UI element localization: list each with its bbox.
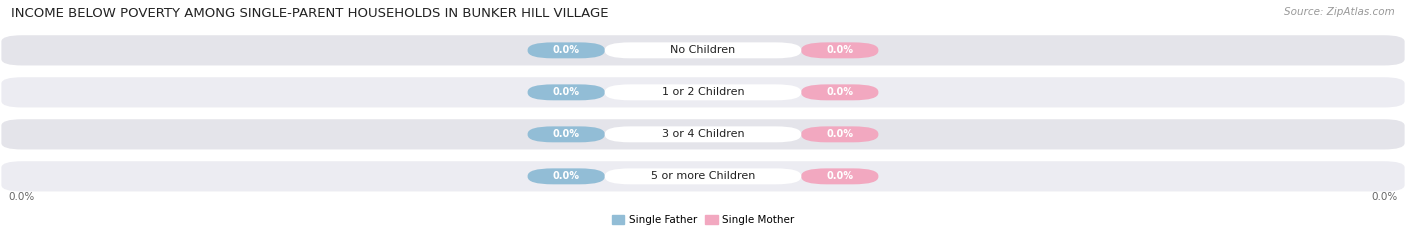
Text: 0.0%: 0.0% bbox=[8, 192, 35, 202]
Text: 0.0%: 0.0% bbox=[553, 171, 579, 181]
FancyBboxPatch shape bbox=[605, 42, 801, 58]
Text: 3 or 4 Children: 3 or 4 Children bbox=[662, 129, 744, 139]
FancyBboxPatch shape bbox=[1, 119, 1405, 149]
FancyBboxPatch shape bbox=[801, 126, 879, 142]
FancyBboxPatch shape bbox=[605, 168, 801, 184]
Text: 0.0%: 0.0% bbox=[553, 87, 579, 97]
Text: 0.0%: 0.0% bbox=[827, 87, 853, 97]
FancyBboxPatch shape bbox=[801, 42, 879, 58]
FancyBboxPatch shape bbox=[527, 84, 605, 100]
FancyBboxPatch shape bbox=[527, 42, 605, 58]
FancyBboxPatch shape bbox=[527, 168, 605, 184]
FancyBboxPatch shape bbox=[801, 84, 879, 100]
FancyBboxPatch shape bbox=[1, 77, 1405, 107]
Text: 0.0%: 0.0% bbox=[553, 45, 579, 55]
Text: 1 or 2 Children: 1 or 2 Children bbox=[662, 87, 744, 97]
Text: 5 or more Children: 5 or more Children bbox=[651, 171, 755, 181]
FancyBboxPatch shape bbox=[605, 84, 801, 100]
Legend: Single Father, Single Mother: Single Father, Single Mother bbox=[607, 211, 799, 229]
Text: 0.0%: 0.0% bbox=[1371, 192, 1398, 202]
FancyBboxPatch shape bbox=[1, 35, 1405, 65]
Text: 0.0%: 0.0% bbox=[827, 171, 853, 181]
Text: 0.0%: 0.0% bbox=[553, 129, 579, 139]
Text: Source: ZipAtlas.com: Source: ZipAtlas.com bbox=[1284, 7, 1395, 17]
FancyBboxPatch shape bbox=[1, 161, 1405, 192]
FancyBboxPatch shape bbox=[527, 126, 605, 142]
FancyBboxPatch shape bbox=[801, 168, 879, 184]
Text: No Children: No Children bbox=[671, 45, 735, 55]
Text: INCOME BELOW POVERTY AMONG SINGLE-PARENT HOUSEHOLDS IN BUNKER HILL VILLAGE: INCOME BELOW POVERTY AMONG SINGLE-PARENT… bbox=[11, 7, 609, 20]
Text: 0.0%: 0.0% bbox=[827, 45, 853, 55]
FancyBboxPatch shape bbox=[605, 126, 801, 142]
Text: 0.0%: 0.0% bbox=[827, 129, 853, 139]
